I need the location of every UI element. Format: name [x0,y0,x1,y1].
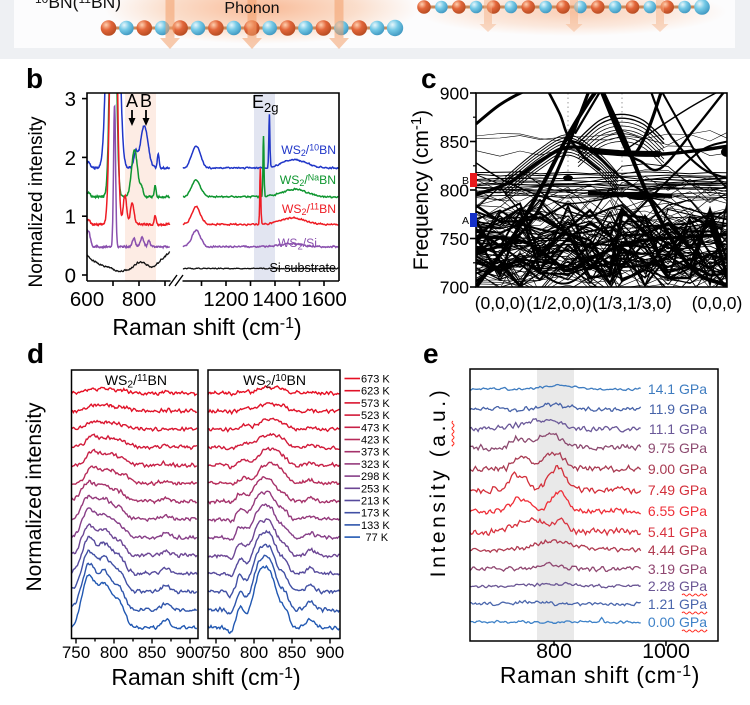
svg-text:b: b [26,63,43,94]
svg-text:6.55 GPa: 6.55 GPa [648,503,707,519]
svg-text:473 K: 473 K [361,422,390,434]
svg-text:1400: 1400 [252,288,298,311]
svg-text:B: B [462,175,469,187]
svg-text:600: 600 [70,288,104,311]
svg-text:800: 800 [536,639,572,663]
svg-text:WS2/NaBN: WS2/NaBN [280,172,336,188]
svg-text:800: 800 [440,181,469,201]
svg-text:573 K: 573 K [361,398,390,410]
svg-text:850: 850 [138,643,166,662]
svg-text:Raman shift (cm-1): Raman shift (cm-1) [112,314,301,340]
svg-text:1200: 1200 [203,288,249,311]
svg-text:WS2/11BN: WS2/11BN [105,372,167,391]
svg-text:373 K: 373 K [361,447,390,459]
svg-text:173 K: 173 K [361,508,390,520]
svg-text:800: 800 [240,643,268,662]
svg-text:0.00 GPa: 0.00 GPa [648,614,707,630]
svg-text:213 K: 213 K [361,496,390,508]
svg-text:900: 900 [176,643,204,662]
svg-text:d: d [27,338,44,369]
svg-text:800: 800 [100,643,128,662]
svg-text:11.9 GPa: 11.9 GPa [649,401,707,417]
svg-text:WS2/10BN: WS2/10BN [243,372,306,391]
svg-text:133 K: 133 K [361,520,390,532]
svg-text:1000: 1000 [642,639,690,663]
svg-text:A: A [462,215,469,227]
svg-text:523 K: 523 K [361,410,390,422]
svg-text:c: c [421,63,437,94]
svg-text:9.75 GPa: 9.75 GPa [648,440,707,456]
svg-text:750: 750 [440,229,469,249]
svg-text:2: 2 [65,147,76,170]
svg-text:WS2/Si: WS2/Si [278,236,317,252]
svg-text:750: 750 [202,643,230,662]
svg-text:0: 0 [65,265,76,288]
svg-text:298 K: 298 K [361,471,390,483]
svg-text:Si substrate: Si substrate [270,261,337,275]
svg-text:Intensity (a.u.): Intensity (a.u.) [427,387,450,578]
svg-text:Raman shift (cm-1): Raman shift (cm-1) [111,664,300,690]
svg-text:900: 900 [316,643,344,662]
svg-text:Phonon: Phonon [224,0,279,17]
svg-text:4.44 GPa: 4.44 GPa [648,542,707,558]
svg-text:1: 1 [65,206,76,229]
svg-text:A: A [126,91,138,111]
svg-text:750: 750 [62,643,90,662]
svg-text:700: 700 [440,278,469,298]
svg-text:(0,0,0): (0,0,0) [475,293,526,313]
svg-text:3: 3 [65,88,76,111]
svg-text:2.28 GPa: 2.28 GPa [648,578,707,594]
svg-text:B: B [140,91,152,111]
svg-text:Frequency (cm-1): Frequency (cm-1) [408,110,433,270]
svg-text:800: 800 [122,288,156,311]
svg-text:9.00 GPa: 9.00 GPa [648,461,707,477]
svg-text:Normalized intensity: Normalized intensity [26,116,47,288]
svg-text:673 K: 673 K [361,374,390,386]
svg-text:900: 900 [440,84,469,104]
svg-text:77 K: 77 K [366,532,389,544]
svg-text:14.1 GPa: 14.1 GPa [648,381,707,397]
svg-text:850: 850 [278,643,306,662]
svg-text:1.21 GPa: 1.21 GPa [648,596,707,612]
svg-text:323 K: 323 K [361,459,390,471]
svg-text:Raman shift (cm-1): Raman shift (cm-1) [500,662,700,688]
svg-text:623 K: 623 K [361,386,390,398]
svg-text:7.49 GPa: 7.49 GPa [648,482,707,498]
svg-text:5.41 GPa: 5.41 GPa [648,524,707,540]
svg-text:WS2/10BN: WS2/10BN [281,142,336,158]
svg-text:253 K: 253 K [361,483,390,495]
svg-text:11.1 GPa: 11.1 GPa [649,421,707,437]
svg-text:10BN(11BN): 10BN(11BN) [35,0,121,12]
svg-text:(1/2,0,0): (1/2,0,0) [526,293,591,313]
svg-text:(0,0,0): (0,0,0) [692,293,743,313]
svg-text:Normalized intensity: Normalized intensity [23,402,46,592]
svg-text:WS2/11BN: WS2/11BN [282,201,336,217]
svg-text:1600: 1600 [301,288,347,311]
svg-text:(1/3,1/3,0): (1/3,1/3,0) [592,293,672,313]
svg-text:3.19 GPa: 3.19 GPa [648,561,707,577]
svg-text:e: e [423,338,439,369]
svg-text:423 K: 423 K [361,435,390,447]
svg-text:850: 850 [440,132,469,152]
